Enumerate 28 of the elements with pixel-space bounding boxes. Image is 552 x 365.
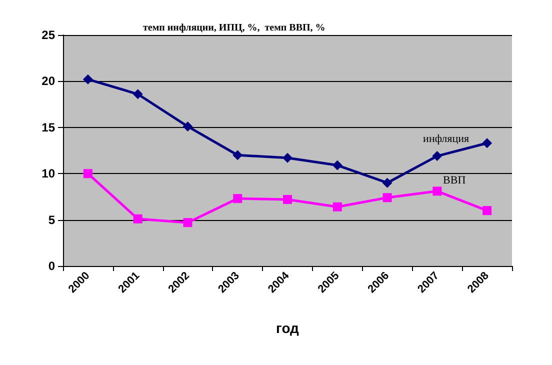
point [432,151,442,162]
point [132,89,143,100]
point [283,194,292,204]
point [382,193,392,202]
point [233,194,242,204]
point [282,152,292,163]
point [183,218,192,228]
y-tick-label: 20 [42,74,56,88]
y-tick-label: 0 [48,259,56,273]
point [432,186,442,196]
y-tick-label: 10 [42,166,56,181]
point [133,214,142,224]
point [482,206,492,216]
point [182,121,193,132]
x-axis-title: год [276,320,300,336]
point [382,178,392,188]
series-label: инфляция [423,133,470,146]
y-tick-label: 25 [42,28,56,42]
point [482,138,492,148]
series-label: ВВП [443,174,466,187]
y-tick-label: 5 [48,212,56,227]
y-tick-label: 15 [42,120,56,134]
chart-title: темп инфляции, ИПЦ, %, темп ВВП, % [143,22,326,34]
point [332,160,342,170]
point [83,169,92,178]
point [82,74,93,84]
point [332,202,342,212]
point [232,150,243,160]
